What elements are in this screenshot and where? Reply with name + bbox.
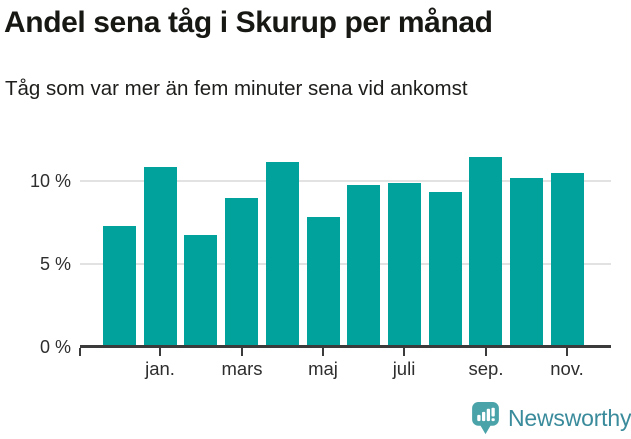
origin-tick bbox=[79, 348, 81, 356]
bar bbox=[144, 167, 177, 346]
x-tick-label: nov. bbox=[550, 358, 584, 379]
y-tick-label: 5 % bbox=[39, 254, 71, 274]
gridline bbox=[80, 263, 611, 265]
chart-subtitle: Tåg som var mer än fem minuter sena vid … bbox=[5, 77, 468, 100]
bar bbox=[551, 173, 584, 346]
newsworthy-logo-icon bbox=[472, 402, 499, 435]
bar bbox=[429, 192, 462, 346]
x-axis-line bbox=[80, 345, 611, 348]
gridline bbox=[80, 180, 611, 182]
y-tick-label: 10 % bbox=[29, 171, 71, 191]
bar bbox=[469, 157, 502, 346]
x-tick-label: sep. bbox=[468, 358, 504, 379]
x-tick bbox=[322, 348, 324, 356]
bar bbox=[103, 226, 136, 346]
bar bbox=[266, 162, 299, 346]
newsworthy-logo: Newsworthy bbox=[471, 401, 631, 435]
y-tick-label: 0 % bbox=[39, 337, 71, 357]
bar bbox=[347, 185, 380, 346]
x-tick bbox=[403, 348, 405, 356]
x-tick-label: jan. bbox=[145, 358, 175, 379]
x-tick-label: juli bbox=[392, 358, 416, 379]
newsworthy-logo-text: Newsworthy bbox=[508, 404, 631, 431]
x-tick-label: maj bbox=[308, 358, 338, 379]
x-tick bbox=[485, 348, 487, 356]
chart-title: Andel sena tåg i Skurup per månad bbox=[4, 6, 493, 39]
x-tick-label: mars bbox=[221, 358, 263, 379]
bar bbox=[388, 183, 421, 346]
x-tick bbox=[159, 348, 161, 356]
bar bbox=[225, 198, 258, 346]
bar bbox=[510, 178, 543, 346]
bar bbox=[307, 217, 340, 346]
bar bbox=[184, 235, 217, 346]
x-tick bbox=[566, 348, 568, 356]
x-tick bbox=[241, 348, 243, 356]
